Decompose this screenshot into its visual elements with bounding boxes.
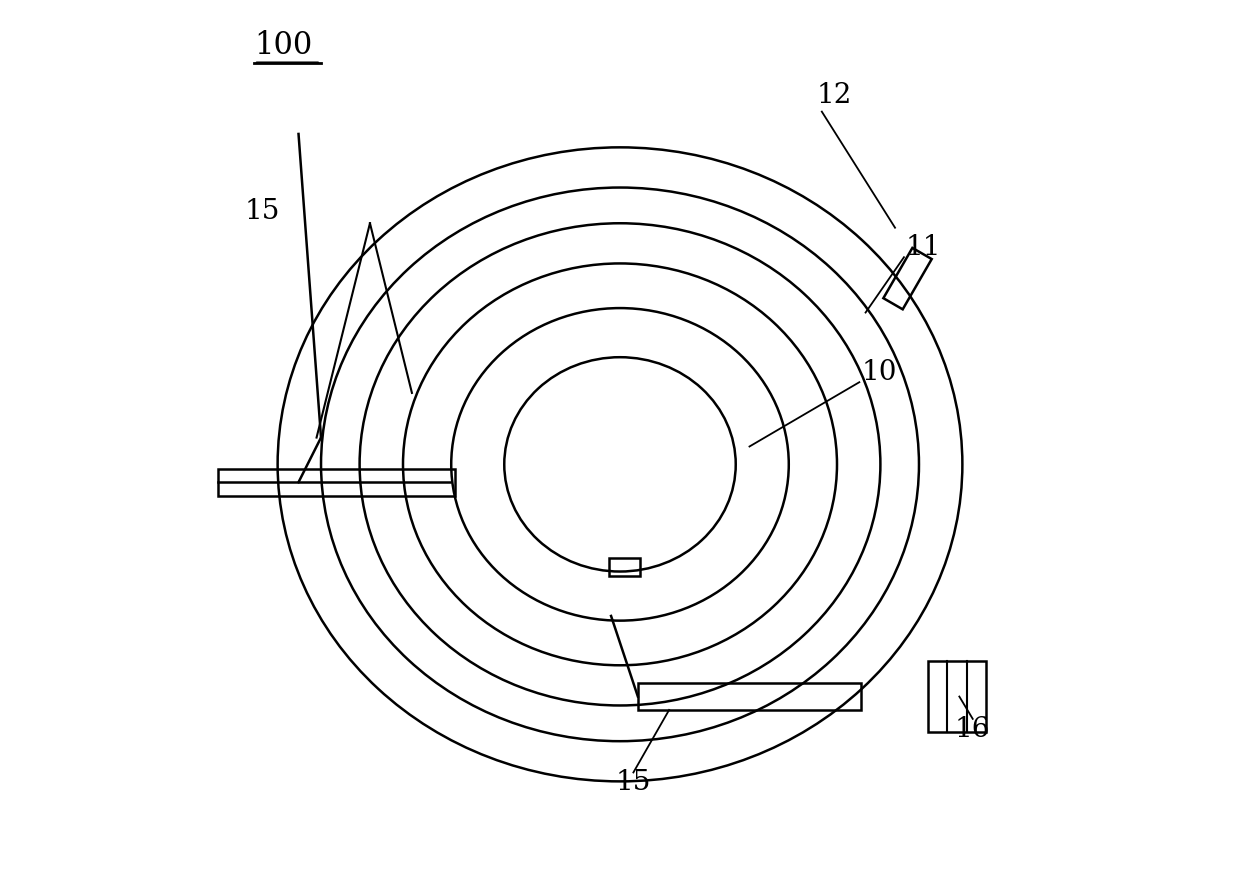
Text: 15: 15 [246,197,280,225]
Bar [883,248,931,309]
Bar [928,661,986,732]
Bar [637,683,861,710]
Text: 16: 16 [955,715,991,743]
Text: 100: 100 [254,29,312,61]
Text: 12: 12 [816,81,852,109]
Bar [218,469,455,496]
Text: 11: 11 [905,233,941,261]
Text: 15: 15 [616,769,651,797]
Text: 10: 10 [861,358,897,386]
Bar [609,558,640,576]
